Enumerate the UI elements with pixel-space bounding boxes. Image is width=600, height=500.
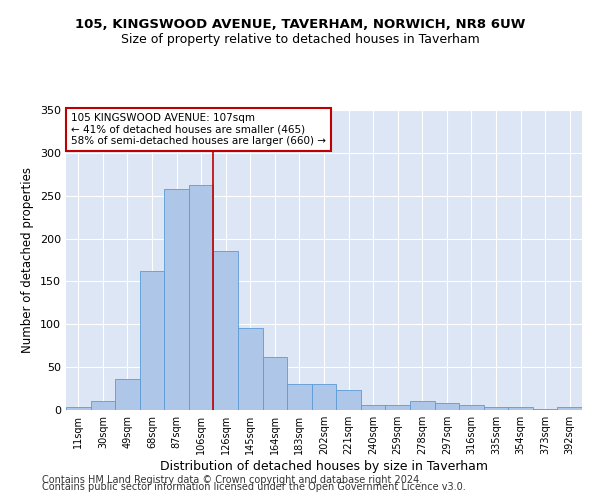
Bar: [263, 357, 287, 410]
Bar: [533, 409, 557, 410]
Bar: [336, 390, 361, 410]
Bar: [238, 328, 263, 410]
Bar: [214, 252, 238, 410]
Bar: [115, 379, 140, 410]
Bar: [557, 408, 582, 410]
Bar: [385, 405, 410, 410]
Bar: [287, 384, 312, 410]
Text: Contains public sector information licensed under the Open Government Licence v3: Contains public sector information licen…: [42, 482, 466, 492]
Bar: [66, 408, 91, 410]
Bar: [164, 189, 189, 410]
Bar: [484, 406, 508, 410]
Text: Contains HM Land Registry data © Crown copyright and database right 2024.: Contains HM Land Registry data © Crown c…: [42, 475, 422, 485]
Text: 105 KINGSWOOD AVENUE: 107sqm
← 41% of detached houses are smaller (465)
58% of s: 105 KINGSWOOD AVENUE: 107sqm ← 41% of de…: [71, 113, 326, 146]
X-axis label: Distribution of detached houses by size in Taverham: Distribution of detached houses by size …: [160, 460, 488, 473]
Bar: [508, 408, 533, 410]
Bar: [459, 405, 484, 410]
Bar: [361, 405, 385, 410]
Bar: [91, 402, 115, 410]
Bar: [189, 184, 214, 410]
Bar: [312, 384, 336, 410]
Text: 105, KINGSWOOD AVENUE, TAVERHAM, NORWICH, NR8 6UW: 105, KINGSWOOD AVENUE, TAVERHAM, NORWICH…: [75, 18, 525, 30]
Bar: [140, 271, 164, 410]
Bar: [434, 403, 459, 410]
Y-axis label: Number of detached properties: Number of detached properties: [22, 167, 34, 353]
Text: Size of property relative to detached houses in Taverham: Size of property relative to detached ho…: [121, 32, 479, 46]
Bar: [410, 402, 434, 410]
